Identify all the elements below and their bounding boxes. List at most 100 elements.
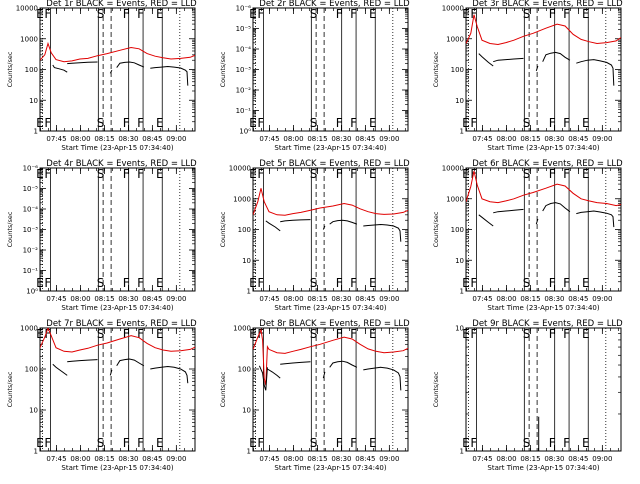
x-tick-label: 08:45 [142, 295, 162, 303]
marker-label-bottom: F [44, 116, 51, 130]
x-tick-label: 09:00 [379, 135, 399, 143]
marker-label-bottom: S [97, 276, 105, 290]
y-axis-label: Counts/sec [432, 211, 440, 247]
y-tick-label: 10⁻⁵ [236, 25, 252, 33]
marker-label-bottom: F [549, 276, 556, 290]
x-tick-label: 08:45 [355, 135, 375, 143]
marker-label-top: S [310, 167, 318, 181]
y-tick-label: 10000 [442, 5, 464, 13]
marker-label-bottom: F [563, 116, 570, 130]
panel-det-2: Det 2r BLACK = Events, RED = LLD Counts/s… [219, 0, 410, 152]
marker-label-bottom: F [257, 116, 264, 130]
x-tick-label: 07:45 [46, 135, 66, 143]
x-tick-label: 08:45 [568, 455, 588, 463]
marker-label-top: E [156, 7, 164, 21]
marker-label-top: F [123, 167, 130, 181]
marker-label-top: F [123, 7, 130, 21]
x-tick-label: 08:00 [496, 295, 516, 303]
y-axis-label: Counts/sec [219, 51, 227, 87]
events-line [478, 53, 494, 67]
events-line [67, 61, 98, 65]
x-tick-label: 08:15 [307, 455, 327, 463]
marker-label-top: F [350, 167, 357, 181]
events-line [280, 219, 311, 223]
marker-label-bottom: F [563, 276, 570, 290]
marker-label-top: F [44, 167, 51, 181]
events-line [329, 360, 358, 368]
marker-label-bottom: S [523, 276, 531, 290]
y-tick-label: 10⁰ [26, 288, 38, 296]
y-tick-label: 1 [247, 448, 251, 456]
y-tick-label: 10 [455, 257, 464, 265]
y-tick-label: 10⁻⁶ [23, 165, 39, 173]
y-tick-label: 1 [460, 448, 464, 456]
x-tick-label: 07:45 [259, 295, 279, 303]
marker-label-top: E [249, 167, 257, 181]
x-tick-label: 09:00 [379, 455, 399, 463]
marker-label-bottom: E [462, 276, 470, 290]
panel-title: Det 7r BLACK = Events, RED = LLD [46, 319, 197, 329]
x-tick-label: 09:00 [166, 295, 186, 303]
marker-label-top: E [369, 7, 377, 21]
marker-label-top: E [36, 167, 44, 181]
x-axis-label: Start Time (23-Apr-15 07:34:40) [487, 144, 599, 152]
series-group [466, 170, 621, 228]
marker-label-top: E [582, 167, 590, 181]
panel-title: Det 4r BLACK = Events, RED = LLD [46, 159, 197, 169]
marker-label-top: F [137, 7, 144, 21]
marker-label-top: F [123, 327, 130, 341]
marker-label-top: S [97, 7, 105, 21]
events-line [67, 359, 98, 363]
marker-label-bottom: S [310, 276, 318, 290]
x-tick-label: 08:45 [355, 455, 375, 463]
panel-title: Det 3r BLACK = Events, RED = LLD [472, 0, 623, 9]
y-tick-label: 10 [29, 97, 38, 105]
x-tick-label: 08:30 [118, 135, 138, 143]
marker-label-top: S [523, 7, 531, 21]
y-tick-label: 10 [29, 407, 38, 415]
marker-label-top: F [470, 167, 477, 181]
x-axis-label: Start Time (23-Apr-15 07:34:40) [487, 304, 599, 312]
y-tick-label: 100 [238, 226, 251, 234]
marker-label-bottom: S [523, 436, 531, 450]
x-tick-label: 07:45 [259, 455, 279, 463]
panel-det-6: Det 6r BLACK = Events, RED = LLD Counts/s… [432, 159, 623, 312]
marker-label-bottom: S [523, 116, 531, 130]
series-group [40, 41, 195, 86]
marker-label-bottom: F [137, 436, 144, 450]
marker-label-top: F [350, 7, 357, 21]
marker-label-top: F [257, 327, 264, 341]
lld-line [253, 328, 408, 386]
x-tick-label: 08:45 [568, 295, 588, 303]
marker-label-top: E [582, 327, 590, 341]
marker-label-top: F [549, 327, 556, 341]
y-tick-label: 10⁻³ [23, 226, 39, 234]
marker-label-bottom: F [350, 116, 357, 130]
marker-label-bottom: F [257, 436, 264, 450]
x-tick-label: 08:15 [307, 295, 327, 303]
series-group [466, 14, 621, 86]
x-tick-label: 08:30 [544, 455, 564, 463]
marker-label-top: F [549, 7, 556, 21]
marker-label-top: E [249, 7, 257, 21]
plot-frame [252, 327, 409, 452]
events-line [322, 225, 326, 230]
x-tick-label: 09:00 [592, 135, 612, 143]
marker-label-top: F [336, 7, 343, 21]
x-tick-label: 08:45 [568, 135, 588, 143]
x-tick-label: 08:15 [94, 295, 114, 303]
marker-label-bottom: F [137, 276, 144, 290]
events-line [267, 368, 281, 379]
events-line [150, 65, 189, 86]
x-tick-label: 08:15 [94, 455, 114, 463]
panel-title: Det 6r BLACK = Events, RED = LLD [472, 159, 623, 169]
marker-label-top: E [582, 7, 590, 21]
y-tick-label: 10⁻⁴ [23, 206, 39, 214]
marker-label-top: F [137, 327, 144, 341]
marker-label-bottom: E [369, 116, 377, 130]
events-line [535, 218, 539, 225]
marker-label-top: E [156, 327, 164, 341]
panel-title: Det 5r BLACK = Events, RED = LLD [259, 159, 410, 169]
y-axis-label: Counts/sec [6, 371, 14, 407]
events-line [493, 57, 524, 63]
